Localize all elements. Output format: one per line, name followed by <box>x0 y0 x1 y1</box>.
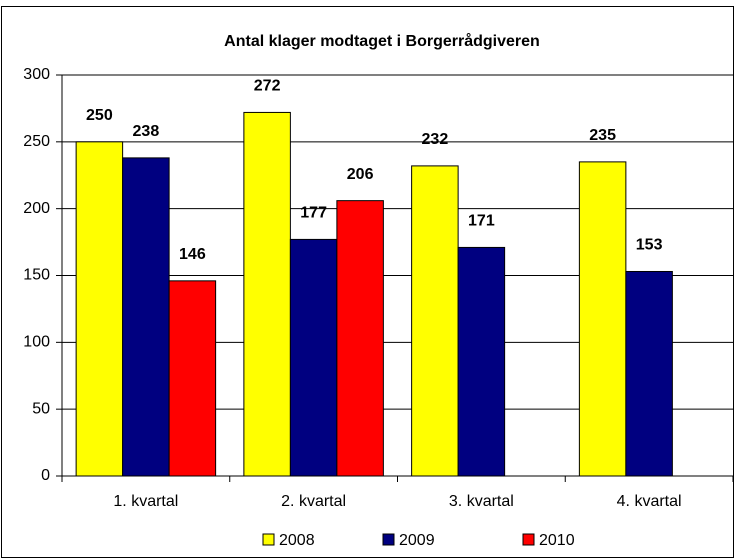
y-tick-label: 200 <box>23 200 50 217</box>
legend-label: 2010 <box>539 532 575 549</box>
y-tick-label: 250 <box>23 133 50 150</box>
legend-swatch <box>522 533 535 546</box>
bar <box>411 165 459 477</box>
y-tick-label: 0 <box>41 467 50 484</box>
value-label: 232 <box>422 131 449 148</box>
bar <box>243 111 291 477</box>
bar <box>75 141 124 477</box>
value-label: 272 <box>254 78 281 95</box>
legend-label: 2009 <box>399 532 435 549</box>
bar <box>168 280 217 477</box>
y-tick-label: 150 <box>23 267 50 284</box>
bar <box>289 238 338 477</box>
value-label: 235 <box>589 127 616 144</box>
x-tick-label: 3. kvartal <box>449 493 514 510</box>
value-label: 171 <box>468 213 495 230</box>
y-tick-label: 300 <box>23 66 50 83</box>
y-tick-label: 100 <box>23 334 50 351</box>
value-label: 250 <box>86 107 113 124</box>
bar <box>578 161 627 477</box>
x-tick-label: 4. kvartal <box>617 493 682 510</box>
y-tick-label: 50 <box>32 400 50 417</box>
legend-label: 2008 <box>279 532 315 549</box>
value-label: 153 <box>636 237 663 254</box>
x-tick-label: 1. kvartal <box>113 493 178 510</box>
value-label: 146 <box>179 246 206 263</box>
x-tick-label: 2. kvartal <box>281 493 346 510</box>
value-label: 206 <box>347 166 374 183</box>
value-label: 177 <box>300 205 327 222</box>
bar <box>122 157 170 477</box>
value-label: 238 <box>133 123 160 140</box>
chart-title: Antal klager modtaget i Borgerrådgiveren <box>224 32 540 50</box>
legend-swatch <box>262 533 275 546</box>
bar <box>336 200 384 477</box>
legend-swatch <box>382 533 395 546</box>
bar <box>625 270 673 477</box>
bar <box>457 246 506 477</box>
